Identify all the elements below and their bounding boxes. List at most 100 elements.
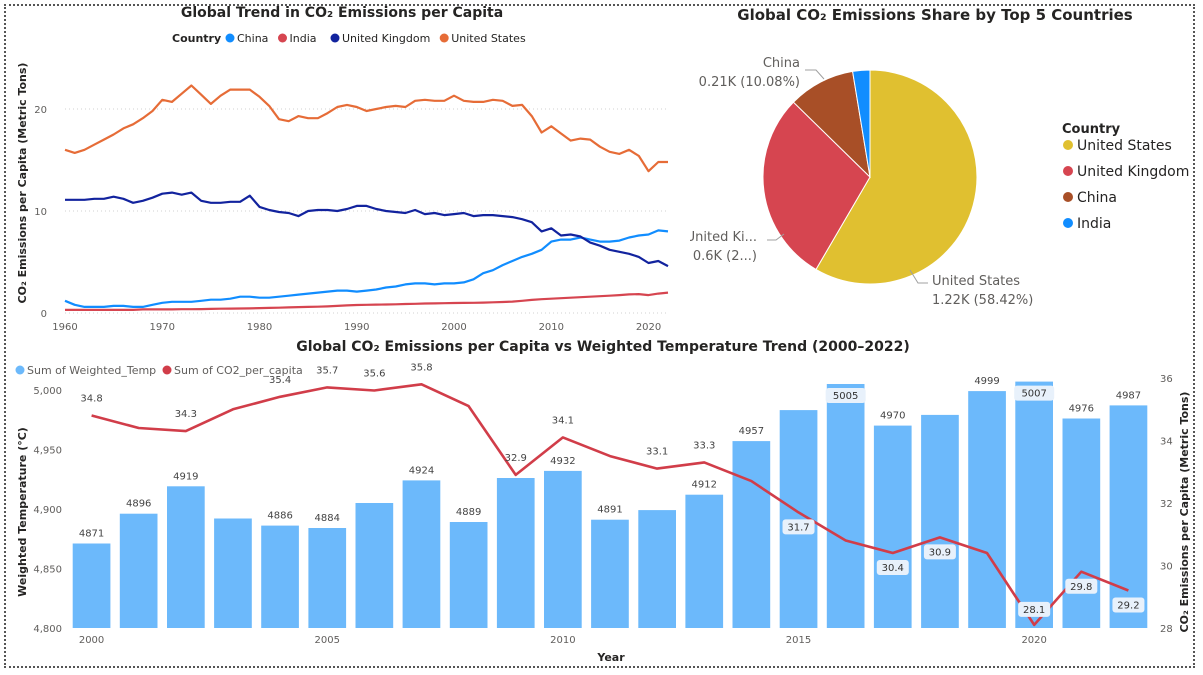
bar-data-label: 4957 [739, 426, 764, 437]
pie-chart-panel: Global CO₂ Emissions Share by Top 5 Coun… [686, 0, 1198, 330]
bar-data-label: 4976 [1069, 403, 1094, 414]
pie-legend-item[interactable]: United Kingdom [1077, 164, 1189, 180]
pie-slice-united-kingdom[interactable] [762, 101, 871, 271]
pie-legend-item[interactable]: India [1077, 216, 1111, 232]
combo-x-tick-label: 2005 [314, 635, 339, 646]
line-data-label: 34.8 [80, 394, 102, 405]
bar-data-label: 4999 [974, 376, 999, 387]
legend-item-label[interactable]: United States [451, 32, 526, 45]
combo-line-series[interactable] [91, 382, 1129, 627]
pie-legend-item[interactable]: United States [1077, 138, 1172, 154]
bar-label-box [825, 387, 866, 403]
pie-legend-item[interactable]: China [1077, 190, 1117, 206]
bar-data-label: 4970 [880, 411, 905, 422]
line-data-label: 35.4 [269, 375, 291, 386]
bar[interactable] [1062, 418, 1101, 629]
line-x-tick-label: 2010 [539, 322, 564, 330]
combo-x-tick-label: 2000 [79, 635, 104, 646]
pie-slice-india[interactable] [852, 69, 871, 178]
line-x-tick-label: 1970 [150, 322, 175, 330]
bar-data-label: 4884 [314, 513, 339, 524]
combo-y2-tick-label: 30 [1160, 562, 1173, 573]
line-x-tick-label: 1980 [247, 322, 272, 330]
bar[interactable] [214, 518, 252, 629]
combo-y-tick-label: 4,800 [33, 624, 62, 635]
pie-slices[interactable] [762, 69, 978, 285]
line-x-tick-label: 2000 [441, 322, 466, 330]
line-x-axis: 1960 1970 1980 1990 2000 2010 2020 [52, 322, 661, 333]
combo-y2-tick-label: 36 [1160, 374, 1173, 385]
combo-chart[interactable]: Global CO₂ Emissions per Capita vs Weigh… [10, 332, 1198, 668]
combo-data-labels: 4871 4896 4919 4886 4884 4924 4889 4932 4891 4912… [79, 362, 1145, 617]
bar[interactable] [638, 510, 676, 628]
bar[interactable] [873, 425, 912, 628]
combo-chart-legend[interactable]: Sum of Weighted_Temp Sum of CO2_per_capit… [15, 364, 303, 377]
bar[interactable] [72, 543, 111, 629]
line-chart-title: Global Trend in CO₂ Emissions per Capita [181, 5, 503, 21]
line-data-label: 30.9 [929, 547, 951, 558]
line-y-tick-label: 10 [34, 207, 47, 218]
bar-data-label: 4871 [79, 528, 104, 539]
bar[interactable] [544, 470, 582, 628]
pie-label-value: 0.21K (10.08%) [699, 75, 800, 90]
line-data-label: 34.3 [175, 409, 197, 420]
combo-y2-tick-label: 32 [1160, 499, 1173, 510]
pie-chart[interactable]: Global CO₂ Emissions Share by Top 5 Coun… [686, 0, 1198, 330]
bar[interactable] [355, 503, 394, 628]
pie-chart-legend[interactable]: Country United States United Kingdom China… [1062, 122, 1189, 232]
bar[interactable] [826, 384, 865, 628]
bar[interactable] [402, 480, 441, 628]
bar[interactable] [591, 519, 629, 628]
bar-data-label: 4889 [456, 507, 481, 518]
combo-legend-marker [162, 365, 172, 375]
bar[interactable] [921, 414, 959, 628]
pie-slice-united-states[interactable] [815, 69, 978, 285]
legend-item-label[interactable]: China [237, 32, 268, 45]
bar[interactable] [732, 441, 771, 628]
bar[interactable] [496, 478, 535, 628]
bar[interactable] [167, 486, 205, 628]
line-series-china[interactable] [64, 229, 669, 308]
combo-bars[interactable] [72, 381, 1148, 629]
legend-item-label[interactable]: United Kingdom [342, 32, 430, 45]
bar[interactable] [1109, 405, 1148, 628]
bar[interactable] [119, 513, 158, 628]
line-series-india[interactable] [65, 291, 669, 311]
bar-data-label: 4886 [267, 511, 292, 522]
combo-legend-item[interactable]: Sum of Weighted_Temp [27, 364, 156, 377]
line-data-label: 29.8 [1070, 582, 1092, 593]
combo-y2-tick-label: 28 [1160, 624, 1173, 635]
bar[interactable] [1015, 381, 1053, 628]
legend-item-label[interactable]: India [290, 32, 317, 45]
pie-label-name: China [763, 56, 800, 71]
line-data-label: 35.8 [410, 362, 432, 373]
line-label-box [1065, 578, 1098, 594]
line-chart[interactable]: Global Trend in CO₂ Emissions per Capita… [10, 0, 690, 333]
combo-y2-axis: 28 30 32 34 36 [1160, 374, 1173, 635]
line-label-box [1112, 597, 1145, 613]
pie-legend-title: Country [1062, 122, 1121, 137]
bar[interactable] [308, 528, 347, 628]
bar[interactable] [449, 522, 488, 628]
line-data-label: 33.1 [646, 447, 668, 458]
line-chart-series[interactable] [64, 84, 669, 311]
pie-leader-line [909, 269, 928, 284]
pie-label-name: United States [932, 274, 1020, 289]
bar[interactable] [261, 525, 299, 628]
line-series-united-kingdom[interactable] [65, 191, 669, 268]
combo-legend-item[interactable]: Sum of CO2_per_capita [174, 364, 303, 377]
combo-y-tick-label: 5,000 [33, 386, 62, 397]
pie-legend-marker [1063, 218, 1073, 228]
line-y-tick-label: 0 [41, 309, 47, 320]
line-chart-legend[interactable]: Country China India United Kingdom United S… [172, 32, 526, 45]
co2-line[interactable] [91, 382, 1129, 627]
bar-data-label: 4896 [126, 499, 151, 510]
pie-label-name: United Ki... [690, 230, 757, 245]
bar-label-box [1014, 385, 1055, 401]
line-label-box [1018, 601, 1051, 617]
bar[interactable] [968, 391, 1006, 628]
line-x-tick-label: 2020 [636, 322, 661, 330]
bar[interactable] [685, 494, 724, 628]
line-data-label: 30.4 [882, 563, 904, 574]
line-series-united-states[interactable] [64, 84, 668, 173]
